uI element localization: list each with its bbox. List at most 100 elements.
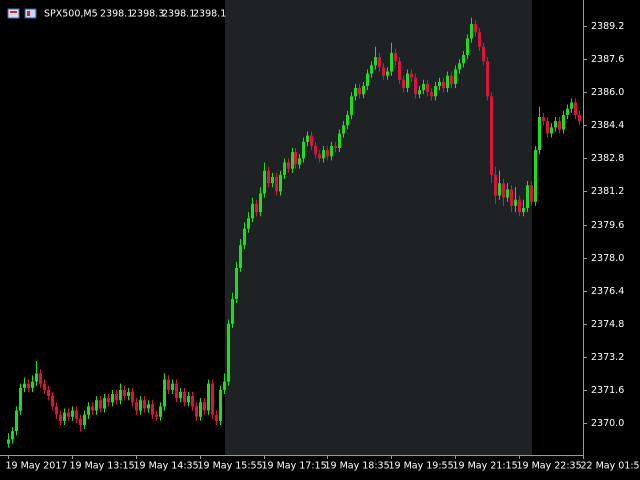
candle-body [75, 410, 78, 419]
candle-body [35, 373, 38, 382]
candle-body [131, 391, 134, 403]
candle-body [350, 96, 353, 115]
candle-body [227, 323, 230, 382]
candle-body [510, 189, 513, 206]
y-tick-label: 2382.8 [591, 153, 624, 164]
candle-body [346, 114, 349, 126]
symbol-icons [7, 8, 37, 19]
candle-body [287, 162, 290, 169]
y-tick-label: 2378.0 [591, 253, 624, 264]
y-tick-label: 2374.8 [591, 319, 624, 330]
candle-body [115, 394, 118, 401]
candle-body [566, 108, 569, 115]
candle-body [322, 150, 325, 159]
icon-part [10, 11, 17, 13]
candle-body [171, 383, 174, 390]
candle-body [366, 73, 369, 86]
candle-body [482, 46, 485, 62]
candle-body [235, 267, 238, 299]
session-highlight [225, 0, 532, 455]
candle-body [211, 383, 214, 415]
candle-body [474, 23, 477, 33]
candle-body [402, 79, 405, 89]
candle-body [342, 125, 345, 134]
candle-body [354, 88, 357, 97]
candle-body [163, 379, 166, 407]
x-tick-label: 19 May 15:55 [198, 461, 263, 472]
candle-body [63, 412, 66, 421]
candle-body [55, 406, 58, 415]
candle-body [11, 431, 14, 440]
quote-value: 2398.1 [100, 9, 133, 20]
candle-body [279, 174, 282, 192]
candle-body [123, 389, 126, 397]
x-tick-label: 19 May 22:35 [517, 461, 582, 472]
candle-body [27, 383, 30, 388]
x-tick-label: 22 May 01:55 [581, 461, 640, 472]
candle-body [203, 402, 206, 411]
candle-body [159, 406, 162, 417]
candle-body [219, 389, 222, 421]
candle-body [430, 92, 433, 97]
candle-body [183, 391, 186, 403]
candle-body [538, 117, 541, 151]
candle-body [247, 218, 250, 229]
candle-body [267, 170, 270, 184]
candles [7, 17, 581, 448]
quote-value: 2398.1 [193, 9, 226, 20]
candle-body [199, 402, 202, 417]
candle-body [522, 207, 525, 213]
candle-body [574, 102, 577, 115]
candle-body [7, 439, 10, 444]
candle-body [67, 412, 70, 417]
candle-body [414, 77, 417, 95]
y-tick-label: 2387.6 [591, 54, 624, 65]
candle-body [334, 145, 337, 149]
candle-body [91, 406, 94, 411]
candle-body [418, 90, 421, 95]
candle-body [43, 383, 46, 390]
candle-body [155, 414, 158, 417]
candle-body [47, 389, 50, 397]
candle-body [139, 400, 142, 411]
candle-body [478, 32, 481, 47]
candle-body [19, 387, 22, 411]
candle-body [291, 152, 294, 169]
candle-body [502, 183, 505, 198]
candle-body [562, 114, 565, 130]
candle-body [514, 199, 517, 206]
candle-body [410, 73, 413, 78]
candle-body [370, 65, 373, 74]
candle-body [275, 176, 278, 192]
candle-body [458, 63, 461, 70]
candle-body [442, 81, 445, 89]
candle-body [378, 57, 381, 68]
y-tick-label: 2376.4 [591, 286, 624, 297]
candle-body [318, 154, 321, 159]
quote-value: 2398.3 [131, 9, 164, 20]
candle-body [446, 75, 449, 89]
candle-body [135, 402, 138, 411]
candle-body [251, 203, 254, 219]
candle-body [530, 185, 533, 202]
y-tick-label: 2379.6 [591, 220, 624, 231]
candle-body [326, 150, 329, 157]
candle-body [498, 183, 501, 196]
candle-body [239, 245, 242, 268]
candle-body [283, 162, 286, 175]
candle-body [175, 383, 178, 399]
candle-body [470, 23, 473, 39]
candle-body [554, 121, 557, 128]
candle-body [534, 150, 537, 202]
candle-body [486, 61, 489, 97]
candle-body [179, 391, 182, 399]
candle-body [191, 396, 194, 407]
candle-body [107, 398, 110, 403]
candle-body [71, 410, 74, 417]
candle-body [259, 193, 262, 213]
candle-body [578, 114, 581, 122]
x-tick-label: 19 May 21:15 [453, 461, 518, 472]
candle-body [103, 398, 106, 409]
candle-body [15, 410, 18, 432]
candle-body [79, 418, 82, 426]
